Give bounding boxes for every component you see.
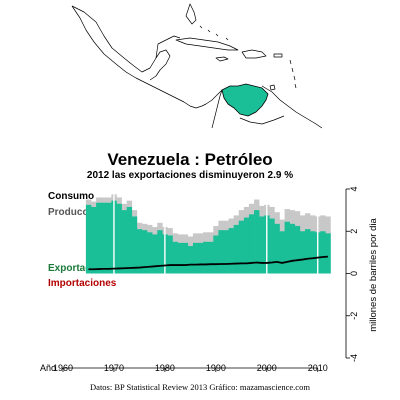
- y-axis-label: millones de barriles por dia: [368, 218, 379, 332]
- map-cuba: [175, 37, 239, 51]
- exports-bar: [91, 206, 97, 274]
- exports-bar: [203, 241, 209, 274]
- y-axis: 4 2 0 -2 -4: [345, 186, 359, 362]
- exports-bar: [254, 210, 260, 274]
- exports-bar: [85, 204, 92, 274]
- map-jamaica: [215, 56, 229, 62]
- region-map: [71, 3, 323, 129]
- vertical-marker-layer: [113, 189, 319, 274]
- map-venezuela: [221, 83, 269, 117]
- map-brazil-border: [239, 115, 285, 125]
- exports-bar: [192, 242, 199, 274]
- exports-bar: [228, 228, 234, 274]
- x-tick-label: 1970: [104, 363, 124, 373]
- exports-bar: [310, 231, 316, 274]
- exports-bar: [213, 235, 219, 274]
- y-tick-label: -2: [349, 312, 359, 320]
- map-guyana-coast: [261, 85, 323, 129]
- exports-bar: [269, 218, 275, 274]
- chart-subtitle: 2012 las exportaciones disminuyeron 2.9 …: [87, 170, 293, 181]
- exports-bar: [141, 230, 148, 274]
- y-tick-label: 2: [349, 229, 359, 234]
- exports-bar: [218, 230, 224, 274]
- map-colombia: [205, 89, 223, 129]
- exports-bar: [101, 202, 107, 274]
- exports-bar: [136, 229, 143, 274]
- exports-bar: [248, 214, 255, 274]
- exports-bar: [320, 231, 326, 274]
- map-hispaniola: [241, 49, 267, 59]
- exports-bar: [208, 241, 214, 274]
- map-central-america: [143, 81, 207, 109]
- exports-bar: [299, 231, 306, 274]
- chart-title: Venezuela : Petróleo: [107, 150, 272, 169]
- exports-bar: [182, 242, 189, 274]
- exports-bar: [289, 223, 296, 274]
- exports-bar: [187, 246, 194, 274]
- legend-produccion: Producción: [48, 207, 103, 218]
- y-tick-label: 0: [349, 271, 359, 276]
- exports-bar: [274, 223, 280, 274]
- y-tick-label: 4: [349, 186, 359, 191]
- exports-bar: [223, 230, 229, 274]
- x-tick-label: 1980: [155, 363, 175, 373]
- exports-bar: [279, 231, 285, 274]
- legend-importaciones: Importaciones: [48, 278, 117, 289]
- x-tick-label: 2000: [257, 363, 277, 373]
- y-tick-label: -4: [349, 354, 359, 362]
- map-mexico-pacific: [71, 5, 145, 83]
- exports-bar: [116, 203, 122, 274]
- exports-bar: [96, 202, 102, 274]
- x-axis-label: Año: [40, 363, 56, 373]
- consumption-line: [88, 255, 328, 271]
- map-bahamas: [199, 25, 229, 41]
- exports-bar: [121, 210, 127, 274]
- exports-bar: [284, 221, 290, 274]
- map-mexico-coast: [71, 5, 181, 73]
- legend-exportaciones: Exportaciones: [48, 263, 117, 274]
- exports-bar: [243, 217, 250, 274]
- exports-bar: [177, 242, 184, 274]
- exports-bar: [304, 229, 311, 274]
- map-florida: [185, 3, 197, 25]
- map-puerto-rico: [273, 53, 283, 58]
- x-tick-label: 2010: [308, 363, 328, 373]
- exports-bar: [126, 206, 133, 274]
- legend-consumo: Consumo: [48, 191, 94, 202]
- x-axis: 1960 1970 1980 1990 2000 2010: [53, 363, 328, 373]
- exports-bar: [294, 225, 301, 274]
- exports-bar: [238, 220, 245, 274]
- exports-bar: [172, 241, 178, 274]
- exports-bar: [233, 224, 240, 274]
- consumption-line-layer: [88, 255, 328, 271]
- map-antilles: [289, 59, 297, 89]
- exports-bar: [106, 202, 112, 274]
- exports-bar: [167, 235, 173, 274]
- exports-bar: [157, 230, 163, 274]
- exports-bar: [131, 216, 138, 274]
- x-tick-label: 1990: [206, 363, 226, 373]
- exports-bar: [152, 234, 158, 274]
- x-tick-label: 1960: [53, 363, 73, 373]
- source-credit: Datos: BP Statistical Review 2013 Gráfic…: [90, 382, 310, 392]
- exports-bar: [325, 233, 331, 274]
- exports-bar: [198, 242, 204, 274]
- exports-bar: [259, 216, 265, 274]
- map-trinidad: [269, 84, 276, 91]
- exports-bar: [147, 232, 153, 274]
- map-yucatan: [149, 49, 171, 81]
